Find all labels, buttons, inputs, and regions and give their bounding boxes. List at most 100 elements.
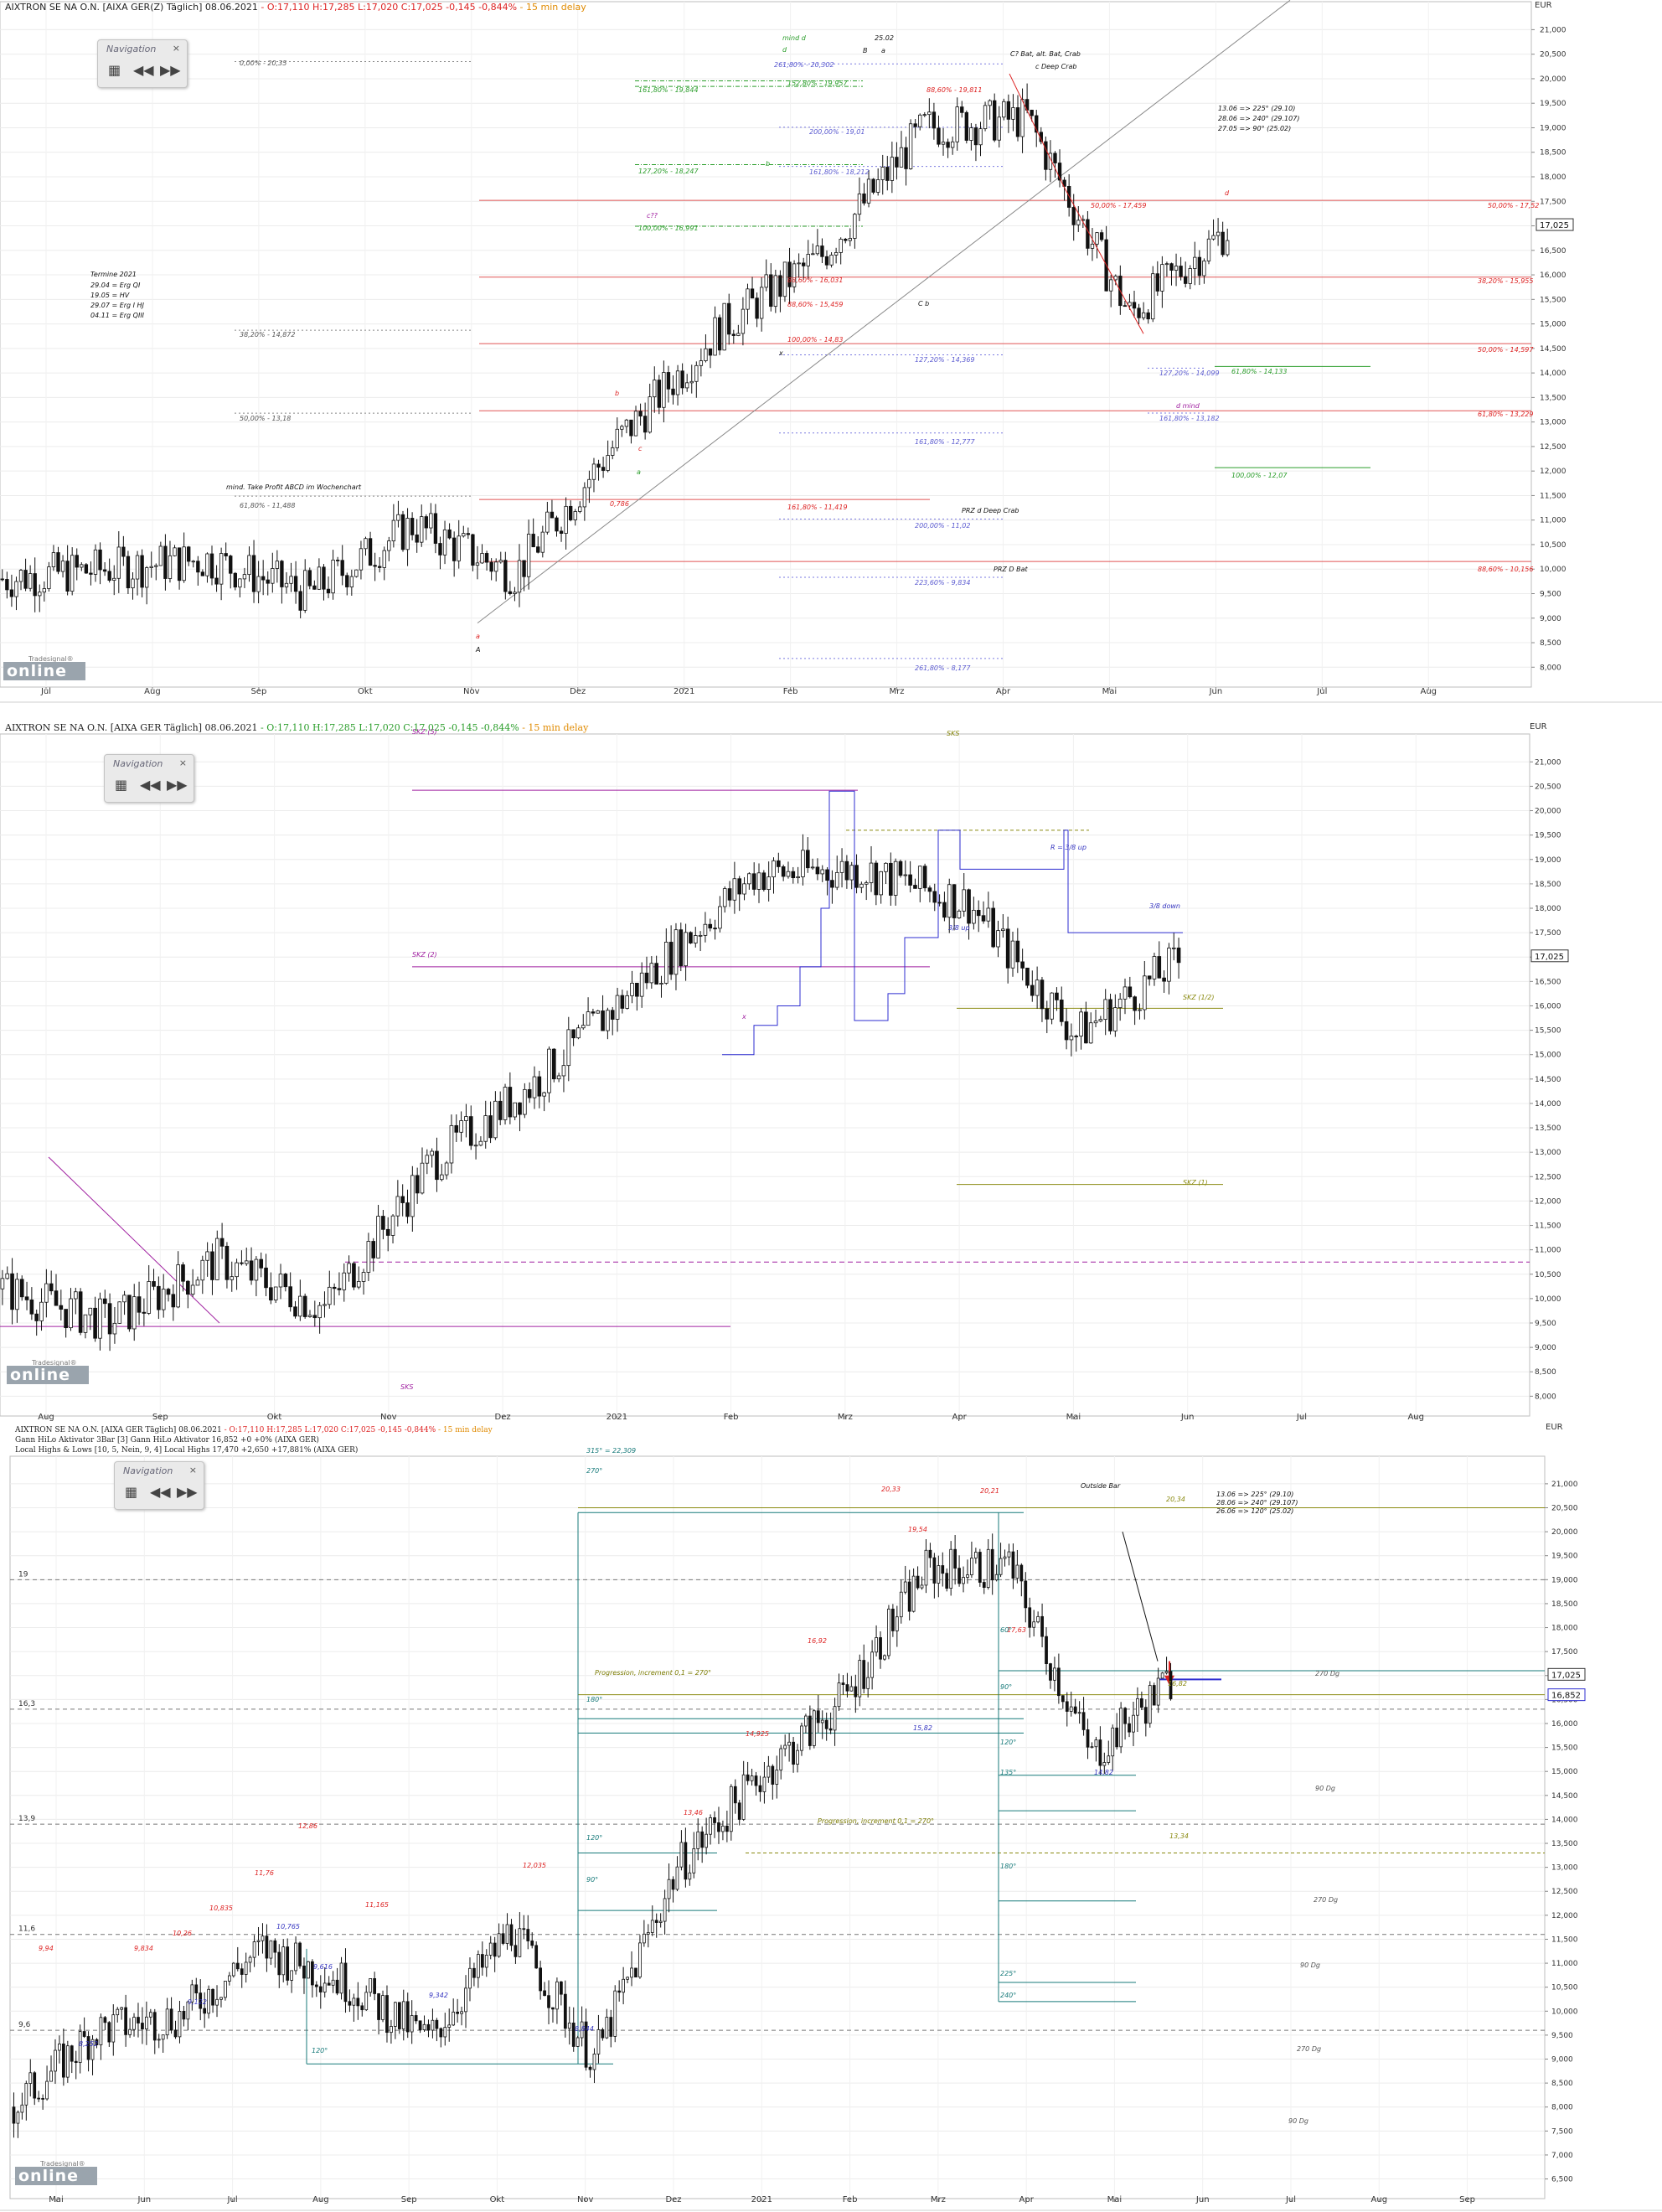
candle-up (849, 1686, 854, 1692)
fast-forward-icon[interactable]: ▶▶ (160, 62, 181, 78)
x-tick-label: Aug (1407, 1413, 1424, 1422)
close-icon[interactable]: × (188, 1465, 197, 1476)
candle-up (775, 1770, 779, 1785)
candle-down (335, 1979, 339, 1994)
annotation: R = 3/8 up (1050, 844, 1086, 851)
candle-down (828, 1728, 833, 1731)
candle-down (233, 572, 237, 588)
candle-up (242, 574, 247, 580)
candle-down (400, 514, 405, 550)
y-tick-label: 17,500 (1540, 198, 1567, 206)
candle-down (792, 1741, 795, 1765)
y-tick-label: 18,000 (1551, 1625, 1578, 1633)
left-level-label: 9,6 (18, 2021, 31, 2029)
annotation: 261,80% - 20,302 (774, 61, 834, 69)
candle-down (400, 1196, 405, 1203)
candle-up (762, 1776, 766, 1792)
annotation: 270° (586, 1467, 602, 1475)
candle-down (82, 2031, 86, 2037)
grid-icon[interactable]: ▦ (115, 777, 128, 793)
candle-up (620, 426, 624, 430)
candle-down (689, 932, 693, 943)
candle-down (666, 372, 671, 390)
rewind-icon[interactable]: ◀◀ (150, 1484, 171, 1500)
candle-up (721, 1825, 725, 1832)
candle-down (84, 564, 89, 574)
rewind-icon[interactable]: ◀◀ (140, 777, 161, 793)
candle-down (609, 2017, 613, 2037)
candle-up (978, 128, 983, 146)
annotation: 61,80% - 13,229 (1478, 411, 1533, 418)
candle-down (620, 995, 625, 1009)
chart-2-ohl: - O:17,110 H:17,285 L:17,020 (257, 722, 404, 733)
candle-up (966, 1574, 969, 1578)
navigation-panel-2[interactable]: Navigation × ▦ ◀◀ ▶▶ (104, 754, 194, 803)
candle-up (718, 906, 722, 929)
candle-up (722, 302, 726, 351)
y-tick-label: 10,500 (1535, 1271, 1561, 1279)
navigation-panel-3[interactable]: Navigation × ▦ ◀◀ ▶▶ (114, 1461, 204, 1510)
y-tick-label: 19,000 (1551, 1576, 1578, 1584)
candle-down (1019, 1564, 1024, 1582)
candle-up (639, 972, 644, 997)
candle-up (420, 1162, 425, 1194)
fast-forward-icon[interactable]: ▶▶ (167, 777, 188, 793)
candle-up (955, 106, 959, 142)
annotation: 161,80% - 19,844 (638, 86, 699, 94)
candle-up (42, 588, 47, 593)
candle-up (1020, 99, 1025, 137)
candle-down (978, 1552, 982, 1583)
close-icon[interactable]: × (178, 757, 187, 768)
candle-down (671, 388, 675, 395)
y-tick-label: 19,500 (1551, 1553, 1578, 1561)
y-tick-label: 16,000 (1551, 1720, 1578, 1729)
y-tick-label: 16,500 (1535, 978, 1561, 986)
candle-down (781, 866, 786, 877)
close-icon[interactable]: × (172, 43, 180, 54)
annotation: 9,616 (313, 1963, 333, 1971)
candle-down (348, 2001, 352, 2006)
candle-up (820, 1719, 824, 1724)
candle-down (727, 302, 731, 335)
candle-up (361, 1272, 366, 1282)
grid-icon[interactable]: ▦ (125, 1484, 138, 1500)
candle-down (601, 467, 606, 471)
candle-down (1044, 141, 1048, 170)
y-tick-label: 20,500 (1535, 783, 1561, 791)
candle-up (54, 2049, 57, 2072)
candle-down (298, 591, 302, 611)
grid-icon[interactable]: ▦ (108, 62, 121, 78)
candle-up (182, 546, 186, 581)
annotation: 270 Dg (1315, 1670, 1339, 1677)
navigation-panel-1[interactable]: Navigation × ▦ ◀◀ ▶▶ (97, 39, 188, 88)
candle-down (286, 1946, 290, 1981)
candle-up (555, 1981, 559, 2010)
x-tick-label: Jul (1296, 1413, 1307, 1422)
candle-down (976, 909, 981, 917)
y-tick-label: 12,500 (1540, 443, 1567, 452)
annotation: 26.06 => 120° (25.02) (1216, 1507, 1293, 1515)
candle-down (1115, 1727, 1119, 1748)
candle-up (1152, 956, 1157, 979)
candle-up (1094, 1739, 1098, 1748)
candle-up (224, 1981, 227, 1998)
candle-up (908, 123, 913, 169)
annotation: b (615, 390, 619, 397)
candle-up (746, 288, 750, 310)
y-tick-label: 8,000 (1551, 2104, 1573, 2112)
candle-up (18, 570, 23, 582)
y-tick-label: 12,000 (1535, 1197, 1561, 1206)
candle-up (473, 1145, 478, 1147)
annotation: a (637, 468, 641, 476)
candle-up (689, 380, 694, 384)
candle-down (127, 1295, 132, 1330)
annotation: 14,82 (1094, 1769, 1113, 1776)
candle-up (200, 1259, 205, 1281)
candle-up (796, 876, 800, 879)
candle-up (606, 1010, 610, 1031)
fast-forward-icon[interactable]: ▶▶ (177, 1484, 198, 1500)
candle-up (675, 370, 680, 395)
candle-down (907, 1581, 911, 1612)
candle-up (366, 1241, 371, 1273)
rewind-icon[interactable]: ◀◀ (133, 62, 154, 78)
